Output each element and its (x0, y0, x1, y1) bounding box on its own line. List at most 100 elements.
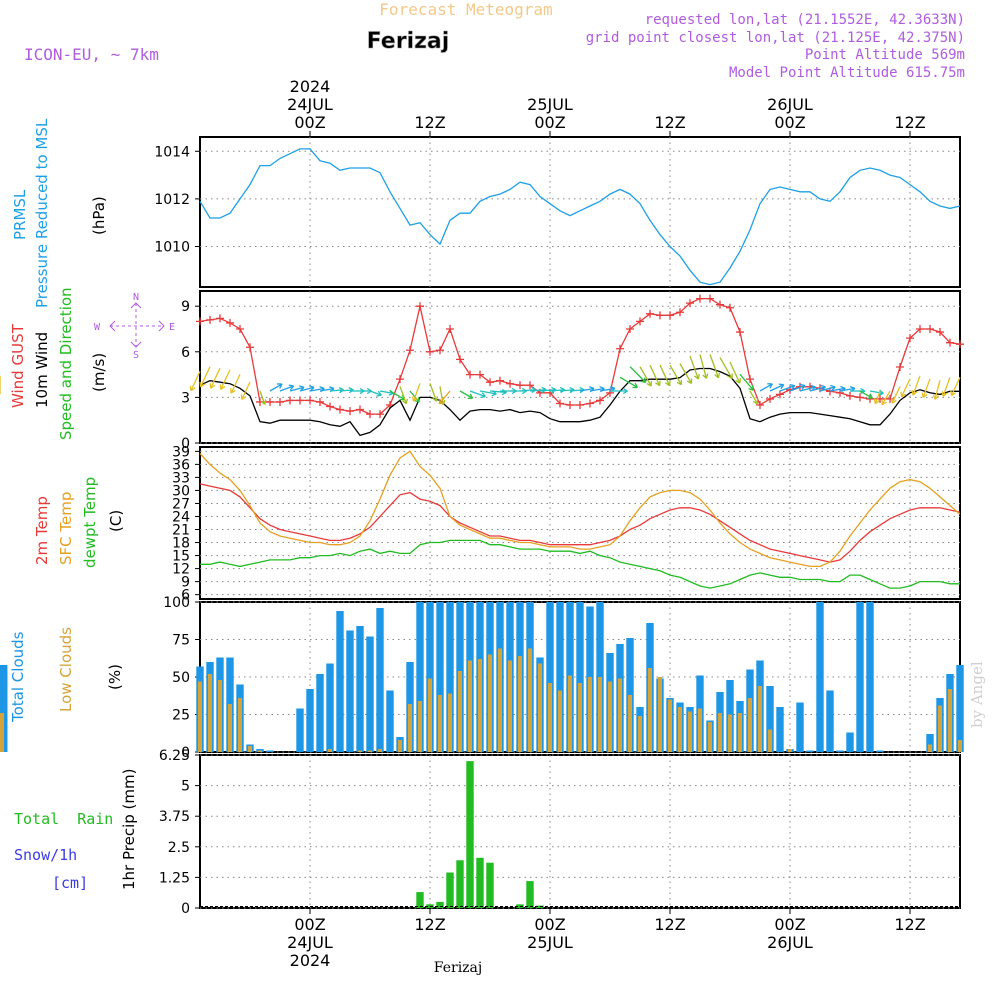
total-cloud-bar (556, 602, 564, 752)
cloud-label-total: Total Clouds (9, 631, 27, 723)
bottom-axis-label: 00Z (774, 915, 805, 934)
wind-vector (438, 390, 451, 405)
wind-vector (759, 383, 773, 392)
wind-labels: Wind GUST 10m Wind Speed and Direction (… (9, 287, 175, 440)
wind-vector-head (752, 398, 759, 405)
low-cloud-bar (718, 713, 722, 752)
gust-marker (576, 401, 584, 409)
wind-vector (412, 383, 421, 402)
pressure-labels: PRMSL Pressure Reduced to MSL (hPa) (11, 118, 108, 308)
wind-vector (230, 374, 241, 394)
total-cloud-bar (866, 602, 874, 752)
watermark: by Angel (968, 661, 986, 728)
gust-marker (306, 396, 314, 405)
wind-vector-head (411, 396, 418, 402)
wind-vector (459, 390, 473, 399)
wind-vector-head (219, 384, 226, 390)
total-cloud-bar (346, 630, 354, 752)
header-top-title: Forecast Meteogram (379, 0, 552, 19)
header-location-title: Ferizaj (367, 29, 450, 54)
temp-ytick-label: 30 (172, 483, 190, 499)
wind-vector (869, 390, 884, 395)
wind-vector (429, 383, 438, 402)
low-cloud-bar (738, 713, 742, 752)
wind-vector (241, 381, 251, 400)
bottom-axis-label: 00Z (294, 915, 325, 934)
wind-vector-head (230, 388, 236, 394)
wind-vector (199, 366, 211, 388)
precip-ytick-label: 6.25 (159, 748, 190, 764)
wind-vector-head (891, 398, 897, 404)
low-cloud-bar (418, 701, 422, 752)
wind-series-wind-gust (199, 297, 961, 415)
cloud-labels: Total Clouds Low Clouds (%) (9, 627, 124, 723)
gust-marker (656, 311, 664, 320)
wind-series-10m-wind (199, 367, 960, 437)
gust-marker (466, 370, 474, 379)
compass-e: E (169, 322, 175, 333)
wind-ytick-label: 0 (181, 436, 190, 452)
low-cloud-bar (598, 677, 602, 752)
wind-vector (739, 373, 754, 391)
top-axis-label: 12Z (654, 113, 685, 132)
gust-marker (806, 382, 814, 391)
wind-vector (829, 387, 846, 392)
wind-vector (639, 366, 652, 387)
top-axis-label: 00Z (294, 113, 325, 132)
wind-vector-head (414, 397, 420, 403)
top-axis-label: 24JUL (287, 95, 333, 114)
wind-vector (729, 361, 741, 384)
total-cloud-bar (0, 665, 8, 752)
gust-marker (896, 363, 904, 371)
wind-vector-head (778, 383, 785, 390)
wind-vector-head (878, 389, 884, 396)
low-cloud-bar (548, 683, 552, 752)
wind-vector-head (800, 383, 806, 390)
gust-marker (336, 405, 344, 414)
gust-marker (426, 347, 434, 356)
temp-series-2m-temp (199, 483, 961, 563)
wind-vector (190, 370, 201, 391)
total-cloud-bar (386, 690, 394, 752)
wind-vector-head (376, 390, 382, 397)
gust-marker (706, 294, 714, 303)
gust-marker (856, 393, 864, 402)
gust-marker (406, 346, 414, 355)
low-cloud-bar (568, 675, 572, 752)
precip-label-cm: [cm] (52, 874, 88, 892)
wind-vector (489, 390, 507, 394)
gust-marker (296, 396, 304, 405)
temp-ytick-label: 33 (172, 470, 190, 486)
gust-marker (776, 390, 784, 399)
low-cloud-bar (258, 750, 262, 752)
clouds-ytick-label: 0 (181, 745, 190, 761)
low-cloud-bar (438, 695, 442, 752)
gust-marker (436, 346, 444, 355)
precip-label-rain: Total Rain (14, 810, 113, 828)
wind-vector (779, 385, 795, 392)
low-cloud-bar (238, 698, 242, 752)
wind-vector (439, 386, 444, 405)
bottom-axis-label: 2024 (290, 951, 331, 970)
top-axis-label: 25JUL (527, 95, 573, 114)
gust-marker (886, 394, 894, 403)
low-cloud-bar (528, 648, 532, 752)
gust-marker (346, 407, 354, 416)
wind-vector-head (665, 380, 671, 387)
gust-marker (936, 328, 944, 337)
clouds-panel: 0 25 50 75 100 (0, 595, 964, 761)
gust-marker (916, 325, 924, 333)
pressure-series-prmsl (199, 148, 961, 286)
total-cloud-bar (296, 708, 304, 752)
temp-label-dewpt: dewpt Temp (81, 477, 99, 568)
low-cloud-bar (498, 648, 502, 752)
wind-unit: (m/s) (90, 353, 108, 392)
pressure-label-msl: Pressure Reduced to MSL (33, 118, 51, 308)
gust-marker (686, 299, 694, 308)
gust-marker (956, 340, 964, 349)
wind-vector (689, 355, 699, 380)
wind-vector-head (199, 381, 206, 388)
gust-marker (476, 370, 484, 379)
clouds-ytick-label: 100 (163, 595, 190, 611)
wind-vector (659, 364, 671, 386)
